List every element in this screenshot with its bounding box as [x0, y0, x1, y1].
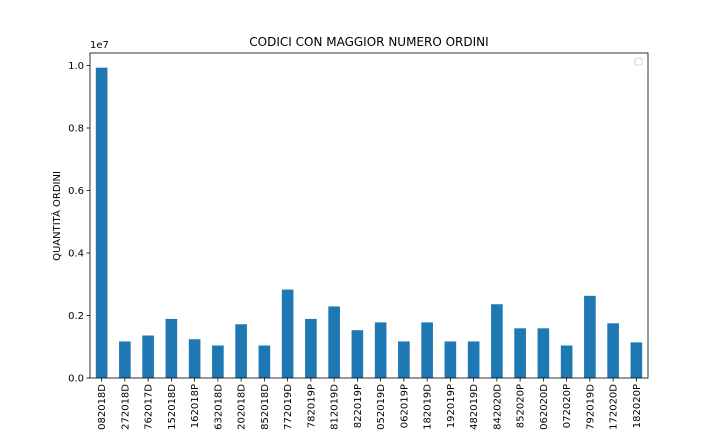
x-tick-label: 762017D [144, 384, 155, 430]
bar [119, 341, 131, 378]
y-tick-label: 0.2 [68, 311, 84, 322]
x-tick-label: 082018D [97, 384, 108, 430]
x-tick-label: 632018D [213, 384, 224, 430]
x-tick-label: 822019P [353, 384, 364, 428]
x-tick-label: 182019D [423, 384, 434, 430]
bar [142, 335, 154, 378]
x-tick-label: 172020D [609, 384, 620, 430]
bar [560, 345, 573, 378]
x-tick-label: 052019D [376, 384, 387, 430]
x-tick-label: 852018D [260, 384, 271, 430]
x-tick-label: 852020P [516, 384, 527, 428]
x-tick-label: 062020D [539, 384, 550, 430]
y-tick-label: 0.8 [68, 124, 84, 135]
bar [212, 345, 224, 378]
x-tick-label: 792019D [585, 384, 596, 430]
x-tick-label: 152018D [167, 384, 178, 430]
bar [537, 328, 550, 378]
bar [281, 289, 294, 378]
bar [374, 322, 387, 378]
y-tick-label: 0.6 [68, 186, 84, 197]
x-tick-label: 842020D [492, 384, 503, 430]
bar [630, 342, 643, 378]
bar [351, 330, 364, 378]
bar [421, 322, 433, 378]
legend-box [634, 57, 643, 66]
y-tick-label: 0.0 [68, 374, 84, 385]
x-tick-label: 482019D [469, 384, 480, 430]
y-tick-label: 0.4 [68, 249, 84, 260]
bar [328, 306, 340, 378]
bar [165, 318, 178, 378]
bar [584, 295, 596, 378]
y-tick-label: 1.0 [68, 61, 84, 72]
x-tick-label: 772019D [283, 384, 294, 430]
bar [95, 67, 108, 378]
bar [188, 339, 201, 378]
bar [514, 328, 526, 378]
y-axis-label: QUANTITÀ ORDINI [50, 171, 63, 261]
bar [467, 341, 480, 378]
x-tick-label: 192019P [446, 384, 457, 428]
x-tick-label: 782019P [306, 384, 317, 428]
x-ticks: 082018D 272018D 762017D 152018D 162018P 63201… [97, 378, 643, 430]
bar [607, 323, 619, 378]
plot-frame [89, 52, 649, 379]
x-tick-label: 202018D [237, 384, 248, 430]
y-ticks: 0.0 0.2 0.4 0.6 0.8 1.0 [68, 61, 90, 385]
bar [398, 341, 410, 378]
bar [235, 324, 247, 378]
bar [444, 341, 457, 378]
bar [491, 304, 503, 378]
x-tick-label: 272018D [120, 384, 131, 430]
chart-title: CODICI CON MAGGIOR NUMERO ORDINI [249, 35, 488, 49]
x-tick-label: 812019D [330, 384, 341, 430]
y-axis-multiplier: 1e7 [90, 40, 109, 51]
x-tick-label: 162018P [190, 384, 201, 428]
bar [305, 318, 317, 378]
bars-group [95, 67, 643, 378]
x-tick-label: 062019P [399, 384, 410, 428]
x-tick-label: 072020P [562, 384, 573, 428]
x-tick-label: 182020P [632, 384, 643, 428]
bar [258, 345, 271, 378]
